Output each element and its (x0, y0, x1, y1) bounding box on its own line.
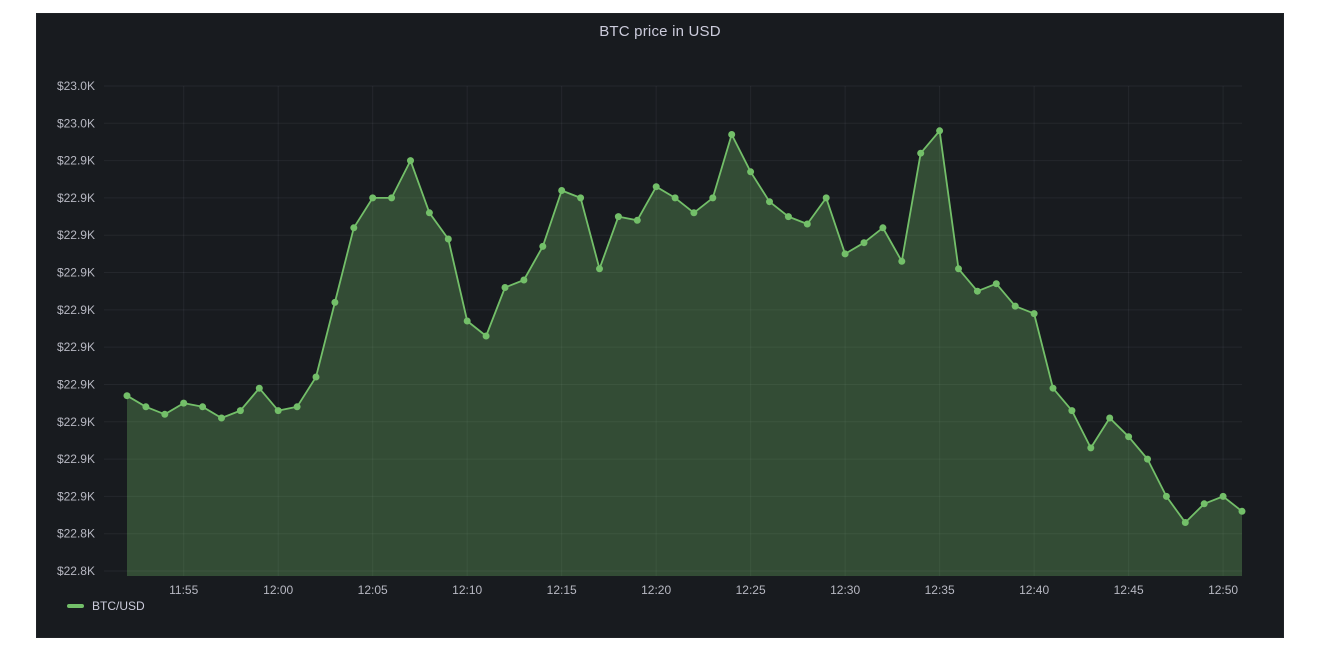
data-point-marker[interactable] (274, 407, 282, 415)
chart-canvas[interactable]: $23.0K $23.0K $22.9K $22.9K $22.9K $22.9K $22.… (37, 14, 1285, 639)
data-point-marker[interactable] (1068, 407, 1076, 415)
data-point-marker[interactable] (350, 224, 358, 232)
y-tick-label: $22.8K (57, 527, 95, 541)
y-tick-label: $23.0K (57, 116, 95, 130)
data-point-marker[interactable] (709, 194, 717, 202)
data-point-marker[interactable] (955, 265, 962, 273)
y-tick-label: $22.8K (57, 564, 95, 578)
data-point-marker[interactable] (671, 194, 679, 202)
data-point-marker[interactable] (463, 317, 471, 325)
data-point-marker[interactable] (218, 414, 225, 422)
y-tick-label: $22.9K (57, 415, 95, 429)
x-tick-label: 12:05 (358, 583, 388, 597)
time-series-chart[interactable]: $23.0K $23.0K $22.9K $22.9K $22.9K $22.9K $22.… (37, 14, 1285, 639)
data-point-marker[interactable] (255, 384, 263, 392)
data-point-marker[interactable] (180, 399, 188, 407)
data-point-marker[interactable] (142, 403, 150, 411)
x-tick-label: 12:35 (925, 583, 955, 597)
data-point-marker[interactable] (860, 239, 868, 247)
data-point-marker[interactable] (1162, 492, 1170, 500)
data-point-marker[interactable] (690, 209, 698, 217)
data-point-marker[interactable] (992, 280, 1000, 288)
data-point-marker[interactable] (936, 127, 944, 135)
data-point-marker[interactable] (1030, 310, 1038, 318)
data-point-marker[interactable] (1238, 507, 1246, 515)
x-tick-label: 12:45 (1114, 583, 1144, 597)
y-tick-label: $22.9K (57, 191, 95, 205)
grafana-panel: $23.0K $23.0K $22.9K $22.9K $22.9K $22.9K $22.… (36, 13, 1284, 638)
panel-header[interactable]: BTC price in USD (37, 14, 1283, 48)
legend-series-color-swatch (67, 604, 84, 608)
data-point-marker[interactable] (841, 250, 849, 258)
data-point-marker[interactable] (784, 213, 792, 221)
data-point-marker[interactable] (236, 407, 244, 415)
series-area (127, 130, 1242, 577)
data-point-marker[interactable] (822, 194, 830, 202)
y-tick-label: $22.9K (57, 266, 95, 280)
y-tick-label: $22.9K (57, 452, 95, 466)
data-point-marker[interactable] (407, 157, 414, 165)
data-point-marker[interactable] (331, 298, 339, 306)
data-point-marker[interactable] (161, 410, 169, 418)
data-point-marker[interactable] (633, 216, 641, 224)
data-point-marker[interactable] (766, 198, 773, 206)
data-point-marker[interactable] (898, 257, 906, 265)
y-tick-label: $22.9K (57, 228, 95, 242)
x-tick-label: 12:50 (1208, 583, 1238, 597)
data-point-marker[interactable] (728, 131, 736, 138)
y-tick-label: $22.9K (57, 489, 95, 503)
x-tick-label: 12:20 (641, 583, 671, 597)
y-tick-label: $22.9K (57, 303, 95, 317)
data-point-marker[interactable] (501, 284, 509, 291)
legend-item-btc-usd[interactable]: BTC/USD (67, 599, 145, 613)
data-point-marker[interactable] (123, 392, 131, 400)
data-point-marker[interactable] (803, 220, 811, 228)
data-point-marker[interactable] (1219, 492, 1227, 500)
data-point-marker[interactable] (199, 403, 207, 411)
x-tick-label: 12:15 (547, 583, 577, 597)
y-tick-label: $22.9K (57, 377, 95, 391)
data-point-marker[interactable] (520, 276, 528, 284)
data-point-marker[interactable] (1087, 444, 1095, 452)
data-point-marker[interactable] (577, 194, 585, 202)
y-tick-label: $23.0K (57, 79, 95, 93)
data-point-marker[interactable] (973, 287, 981, 295)
y-tick-label: $22.9K (57, 154, 95, 168)
data-point-marker[interactable] (596, 265, 603, 273)
data-point-marker[interactable] (425, 209, 433, 217)
data-point-marker[interactable] (388, 194, 396, 202)
data-point-marker[interactable] (614, 213, 622, 221)
data-point-marker[interactable] (558, 187, 566, 194)
data-point-marker[interactable] (1011, 302, 1019, 310)
legend-series-label: BTC/USD (92, 599, 145, 613)
data-point-marker[interactable] (369, 194, 377, 202)
data-point-marker[interactable] (539, 242, 547, 250)
data-point-marker[interactable] (1106, 414, 1114, 422)
data-point-marker[interactable] (482, 332, 490, 340)
data-point-marker[interactable] (1144, 455, 1151, 463)
x-tick-label: 12:30 (830, 583, 860, 597)
data-point-marker[interactable] (879, 224, 887, 232)
data-point-marker[interactable] (1200, 500, 1208, 508)
series-line (126, 129, 1243, 524)
data-point-marker[interactable] (917, 149, 925, 157)
legend: BTC/USD (67, 599, 145, 613)
data-point-marker[interactable] (652, 183, 660, 191)
data-point-marker[interactable] (312, 373, 320, 381)
x-tick-label: 11:55 (169, 583, 198, 597)
y-tick-label: $22.9K (57, 340, 95, 354)
x-tick-label: 12:00 (263, 583, 293, 597)
data-point-marker[interactable] (1181, 519, 1189, 526)
data-point-marker[interactable] (1125, 433, 1133, 441)
data-point-marker[interactable] (444, 235, 452, 243)
panel-title: BTC price in USD (599, 22, 721, 40)
data-point-marker[interactable] (747, 168, 755, 176)
x-tick-label: 12:10 (452, 583, 482, 597)
x-tick-label: 12:40 (1019, 583, 1049, 597)
data-point-marker[interactable] (293, 403, 301, 411)
x-tick-label: 12:25 (736, 583, 766, 597)
data-point-marker[interactable] (1049, 384, 1057, 392)
